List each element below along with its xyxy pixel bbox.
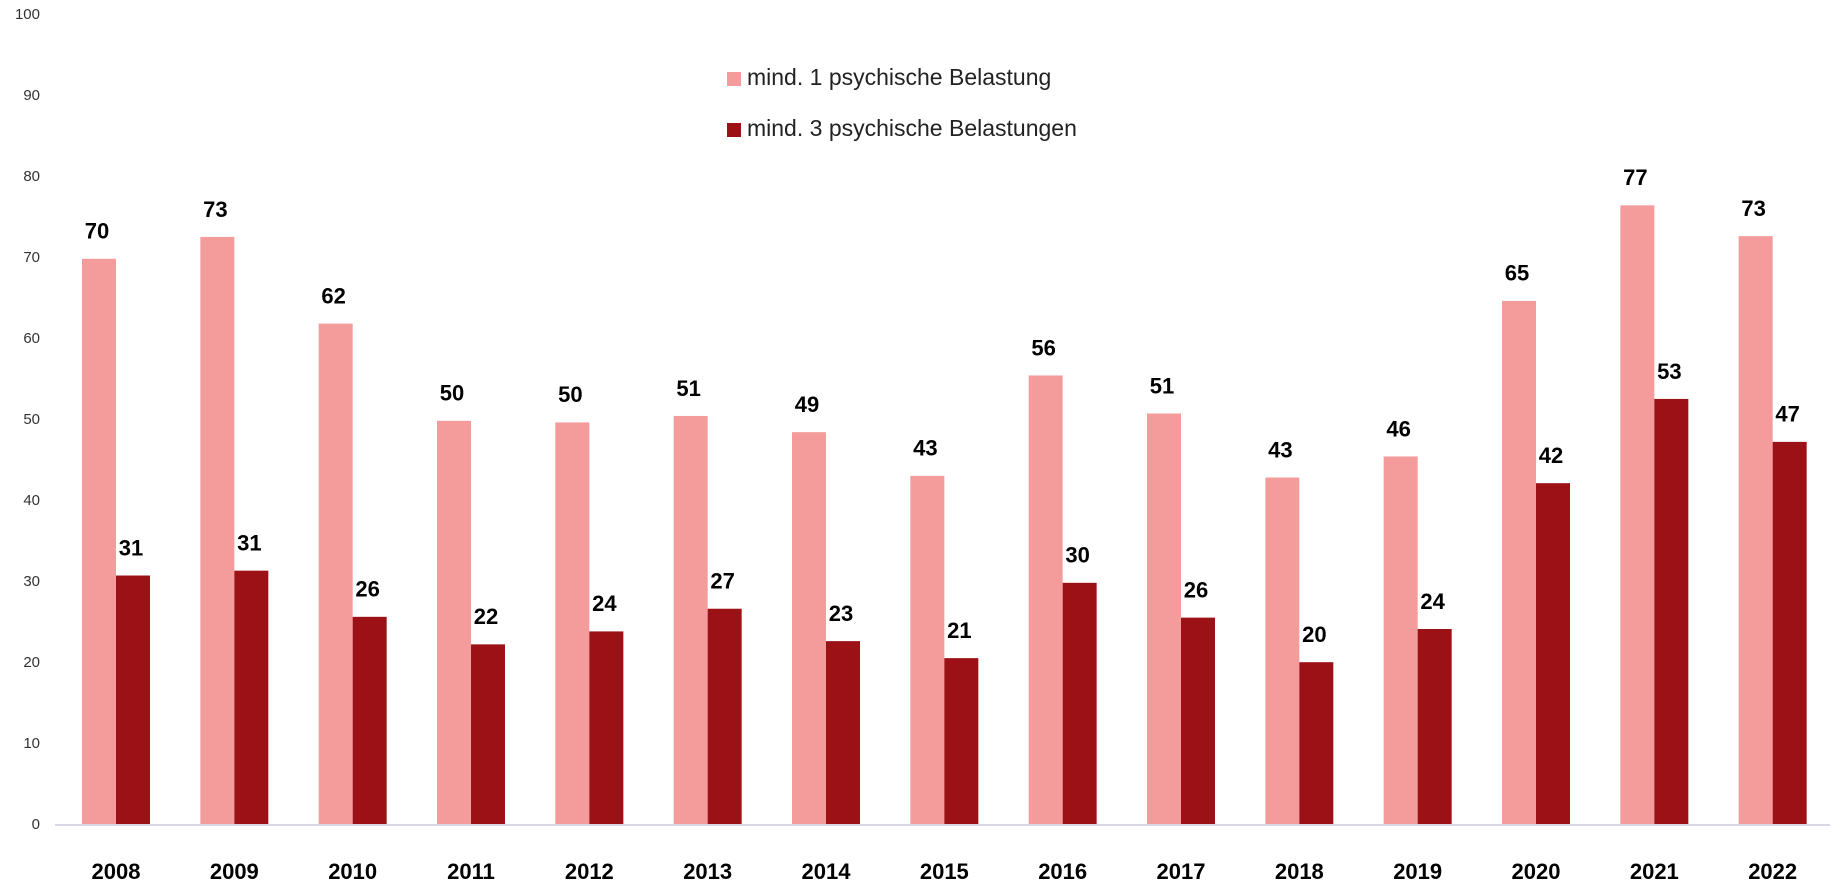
value-label: 53 — [1657, 359, 1681, 384]
value-label: 50 — [558, 382, 582, 407]
value-label: 49 — [795, 392, 819, 417]
y-tick-label: 100 — [15, 6, 40, 23]
value-label: 22 — [474, 604, 498, 629]
y-tick-label: 10 — [23, 735, 40, 752]
y-tick-label: 80 — [23, 168, 40, 185]
bar — [471, 644, 505, 825]
x-tick-label: 2014 — [802, 859, 852, 884]
x-tick-label: 2019 — [1393, 859, 1442, 884]
bar — [1620, 205, 1655, 826]
bar — [792, 432, 826, 825]
bar — [1772, 441, 1807, 825]
bar — [82, 258, 116, 825]
y-tick-label: 70 — [23, 249, 40, 266]
value-label: 73 — [203, 197, 227, 222]
bar — [1738, 236, 1773, 825]
bar — [1383, 456, 1418, 825]
value-label: 24 — [592, 591, 617, 616]
value-label: 31 — [119, 535, 143, 560]
bar — [1417, 628, 1452, 825]
value-label: 24 — [1420, 589, 1445, 614]
bar — [1299, 662, 1334, 825]
y-tick-label: 20 — [23, 654, 40, 671]
value-label: 27 — [710, 569, 734, 594]
x-tick-label: 2022 — [1748, 859, 1797, 884]
bar — [1181, 617, 1215, 825]
x-tick-label: 2021 — [1630, 859, 1679, 884]
value-label: 50 — [440, 381, 464, 406]
value-label: 21 — [947, 618, 971, 643]
bar — [589, 631, 624, 825]
y-tick-label: 50 — [23, 411, 40, 428]
bar — [1654, 398, 1689, 825]
legend-swatch — [727, 123, 741, 137]
bar — [673, 415, 708, 825]
y-tick-label: 0 — [32, 816, 40, 833]
value-label: 43 — [913, 436, 937, 461]
value-label: 51 — [1150, 373, 1174, 398]
legend-label: mind. 1 psychische Belastung — [747, 64, 1051, 90]
x-tick-label: 2016 — [1038, 859, 1087, 884]
y-tick-label: 90 — [23, 87, 40, 104]
bar — [1265, 477, 1300, 825]
bar — [234, 570, 269, 825]
bar — [1062, 582, 1097, 825]
x-tick-label: 2009 — [210, 859, 259, 884]
x-tick-label: 2018 — [1275, 859, 1324, 884]
bar — [116, 575, 150, 825]
value-label: 56 — [1031, 335, 1055, 360]
y-tick-label: 30 — [23, 573, 40, 590]
value-label: 73 — [1741, 196, 1765, 221]
value-label: 26 — [1184, 577, 1208, 602]
bar — [1147, 413, 1181, 825]
value-label: 42 — [1539, 443, 1563, 468]
x-tick-label: 2008 — [92, 859, 141, 884]
x-tick-label: 2010 — [328, 859, 377, 884]
x-tick-label: 2017 — [1157, 859, 1206, 884]
bar — [1536, 483, 1570, 825]
bar — [944, 658, 979, 825]
y-tick-label: 40 — [23, 492, 40, 509]
value-label: 20 — [1302, 622, 1326, 647]
value-label: 43 — [1268, 437, 1292, 462]
x-tick-label: 2015 — [920, 859, 969, 884]
bar — [1502, 300, 1536, 825]
value-label: 62 — [321, 283, 345, 308]
bar — [318, 323, 353, 825]
value-label: 77 — [1623, 165, 1647, 190]
x-tick-label: 2013 — [683, 859, 732, 884]
value-label: 47 — [1775, 402, 1799, 427]
x-tick-label: 2020 — [1512, 859, 1561, 884]
value-label: 30 — [1065, 543, 1089, 568]
bar — [200, 236, 235, 825]
bar — [1028, 375, 1063, 825]
y-tick-label: 60 — [23, 330, 40, 347]
x-tick-label: 2011 — [447, 859, 495, 884]
value-label: 70 — [85, 219, 109, 244]
value-label: 51 — [676, 376, 700, 401]
value-label: 46 — [1386, 416, 1410, 441]
bar — [352, 616, 387, 825]
bar — [555, 422, 590, 825]
x-tick-label: 2012 — [565, 859, 614, 884]
legend-label: mind. 3 psychische Belastungen — [747, 115, 1077, 141]
value-label: 26 — [355, 577, 379, 602]
value-label: 65 — [1505, 261, 1529, 286]
bar — [437, 420, 471, 825]
legend-swatch — [727, 72, 741, 86]
value-label: 31 — [237, 530, 261, 555]
value-label: 23 — [829, 601, 853, 626]
bar — [707, 608, 742, 825]
bar — [910, 475, 945, 825]
bar — [826, 641, 860, 825]
